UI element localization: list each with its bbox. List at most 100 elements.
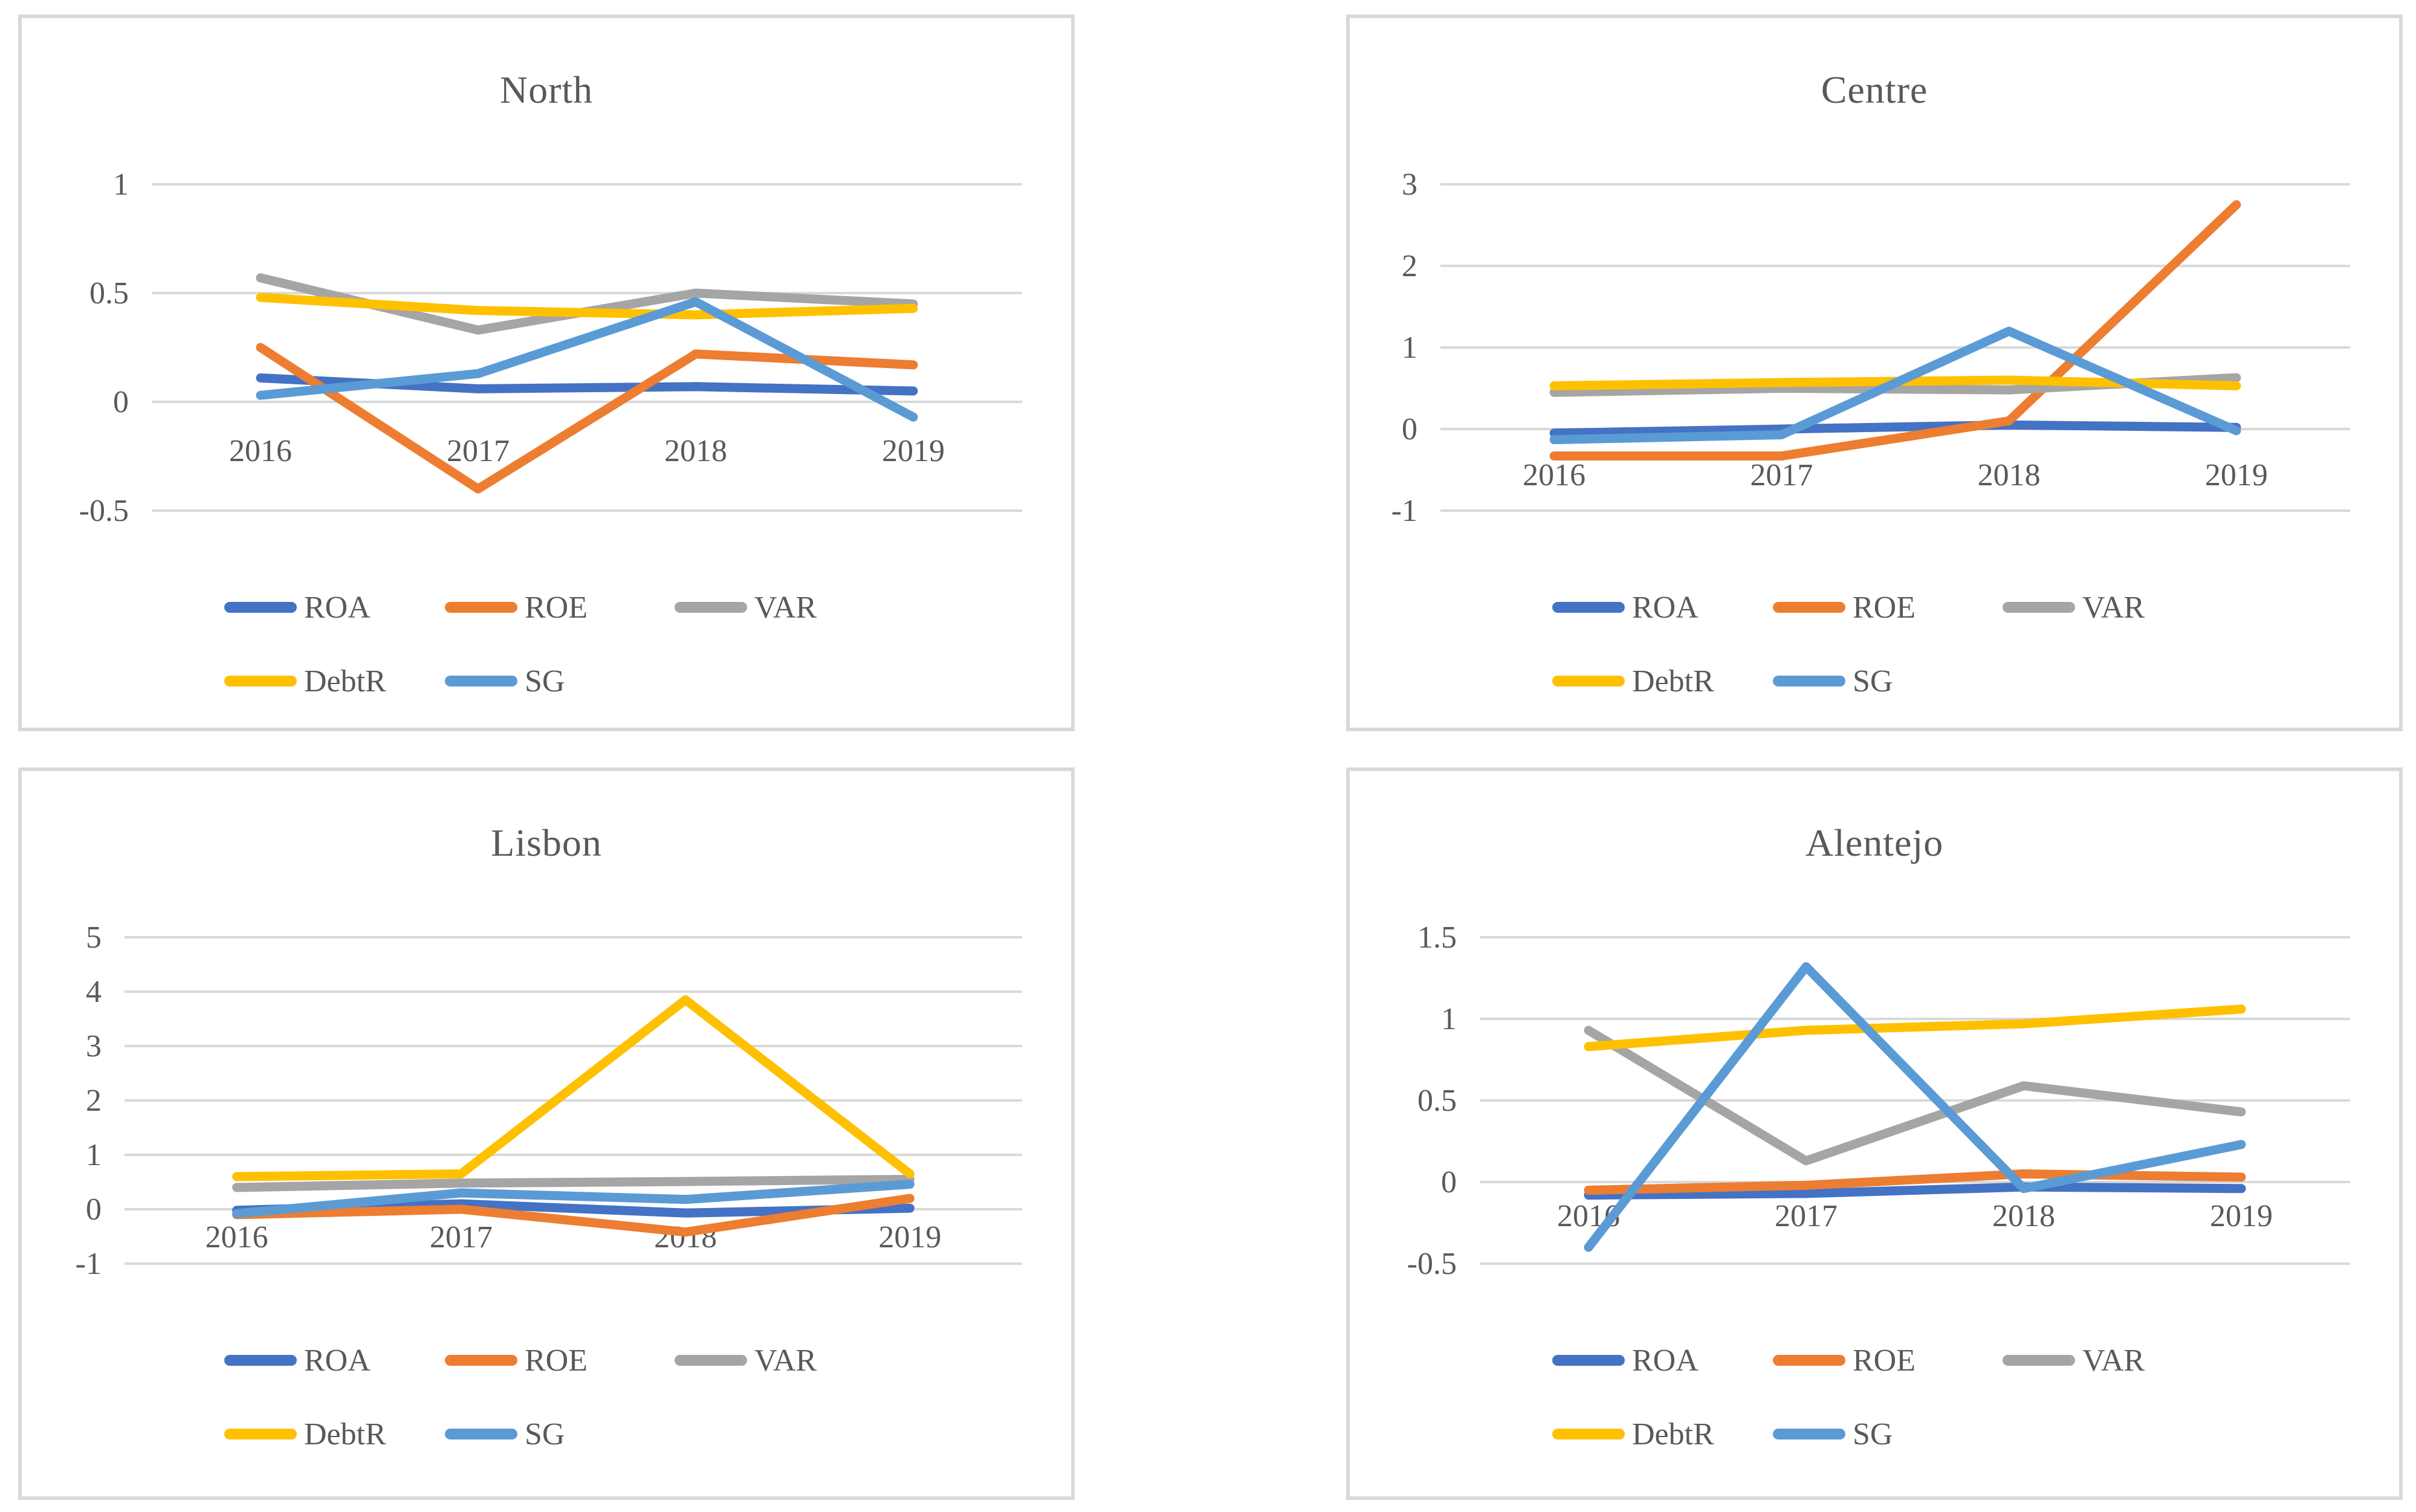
legend-item-var: VAR [2003,586,2145,628]
legend-item-roe: ROE [445,586,588,628]
legend-label-roa: ROA [304,1343,371,1378]
legend-item-debtr: DebtR [224,660,386,702]
x-axis-label: 2016 [206,1220,268,1255]
series-line-sg [232,1180,915,1218]
x-axis-label: 2017 [430,1220,493,1255]
legend-item-roe: ROE [1773,1339,1916,1381]
legend-label-debtr: DebtR [304,1417,386,1452]
y-tick-label: -1 [1391,494,1417,528]
chart-plot-centre: 3 2 1 0 -1 2016 2017 2018 2019 [1391,167,2350,528]
series-line-var [1584,1026,2246,1166]
legend-label-roa: ROA [1632,1343,1699,1378]
chart-title-lisbon: Lisbon [491,821,602,864]
legend-marker-var [675,602,747,613]
chart-panel-alentejo: Alentejo 1.5 1 0.5 0 -0.5 2016 2017 2018 2019 RO… [1346,767,2403,1500]
legend-marker-sg [1773,1429,1845,1439]
legend-item-sg: SG [445,1413,565,1455]
legend-item-roa: ROA [1552,586,1699,628]
legend-marker-sg [1773,676,1845,687]
y-tick-label: 1 [86,1138,102,1172]
legend-item-debtr: DebtR [224,1413,386,1455]
legend-label-debtr: DebtR [304,664,386,699]
legend-marker-debtr [224,676,297,687]
y-tick-label: 0 [1402,412,1417,447]
x-axis-label: 2018 [1992,1199,2055,1233]
legend-label-debtr: DebtR [1632,664,1714,699]
legend-item-var: VAR [2003,1339,2145,1381]
y-tick-label: -0.5 [1407,1247,1457,1281]
y-tick-label: 1 [1402,331,1417,365]
legend-item-debtr: DebtR [1552,1413,1714,1455]
y-tick-label: -1 [76,1247,102,1281]
legend-marker-roe [445,602,517,613]
y-tick-label: 3 [86,1029,102,1064]
series-line-sg [1549,326,2241,445]
x-axis-label: 2018 [1978,458,2041,493]
y-tick-label: 5 [86,920,102,955]
series-line-var [232,1175,915,1192]
legend-marker-roe [1773,602,1845,613]
legend-label-var: VAR [2082,590,2145,625]
legend-marker-roa [1552,602,1625,613]
series-line-sg [1584,962,2246,1252]
series-line-debtr [1584,1004,2246,1052]
legend-item-roa: ROA [224,586,371,628]
legend-marker-debtr [224,1429,297,1439]
legend-marker-sg [445,676,517,687]
legend-item-roe: ROE [445,1339,588,1381]
legend-label-sg: SG [1853,1417,1893,1452]
chart-panel-north: North 1 0.5 0 -0.5 2016 2017 2018 2019 ROA ROE VA… [18,15,1075,731]
legend-label-roe: ROE [525,1343,588,1378]
x-axis-label: 2019 [2205,458,2268,493]
x-axis-label: 2017 [1775,1199,1838,1233]
y-tick-label: 0 [113,385,129,419]
series-line-debtr [256,292,918,320]
y-tick-label: 1 [113,167,129,202]
legend-label-sg: SG [525,664,565,699]
legend-item-sg: SG [1773,1413,1893,1455]
y-tick-label: 3 [1402,167,1417,202]
y-tick-label: 1.5 [1417,920,1457,955]
chart-panel-centre: Centre 3 2 1 0 -1 2016 2017 2018 2019 ROA ROE VAR D… [1346,15,2403,731]
chart-title-north: North [499,68,594,111]
legend-marker-debtr [1552,676,1625,687]
x-axis-label: 2017 [1750,458,1813,493]
x-axis-label: 2017 [447,434,510,468]
x-axis-label: 2019 [2210,1199,2273,1233]
legend-item-roe: ROE [1773,586,1916,628]
series-line-roa [1549,420,2241,438]
chart-title-centre: Centre [1821,68,1928,111]
x-axis-label: 2016 [1523,458,1585,493]
y-tick-label: 0 [86,1192,102,1227]
legend-label-debtr: DebtR [1632,1417,1714,1452]
series-line-debtr [232,995,915,1181]
x-axis-label: 2019 [882,434,945,468]
y-tick-label: 0 [1441,1165,1457,1200]
legend-marker-roe [445,1355,517,1366]
legend-item-var: VAR [675,586,817,628]
legend-marker-var [675,1355,747,1366]
legend-label-sg: SG [1853,664,1893,699]
legend-label-roe: ROE [1853,590,1916,625]
legend-label-sg: SG [525,1417,565,1452]
legend-item-sg: SG [445,660,565,702]
legend-item-debtr: DebtR [1552,660,1714,702]
series-line-roe [232,1194,915,1237]
legend-label-roa: ROA [304,590,371,625]
legend-label-roe: ROE [1853,1343,1916,1378]
series-line-sg [256,297,918,422]
x-axis-label: 2018 [664,434,727,468]
legend-item-var: VAR [675,1339,817,1381]
legend-label-var: VAR [2082,1343,2145,1378]
chart-panel-lisbon: Lisbon 5 4 3 2 1 0 -1 2016 2017 2018 2019 ROA ROE VA… [18,767,1075,1500]
legend-item-roa: ROA [1552,1339,1699,1381]
y-tick-label: 0.5 [1417,1084,1457,1118]
series-line-roe [1584,1169,2246,1195]
chart-title-alentejo: Alentejo [1805,821,1944,864]
y-tick-label: 4 [86,975,102,1009]
legend-marker-roa [224,1355,297,1366]
series-line-roe [1549,200,2241,461]
